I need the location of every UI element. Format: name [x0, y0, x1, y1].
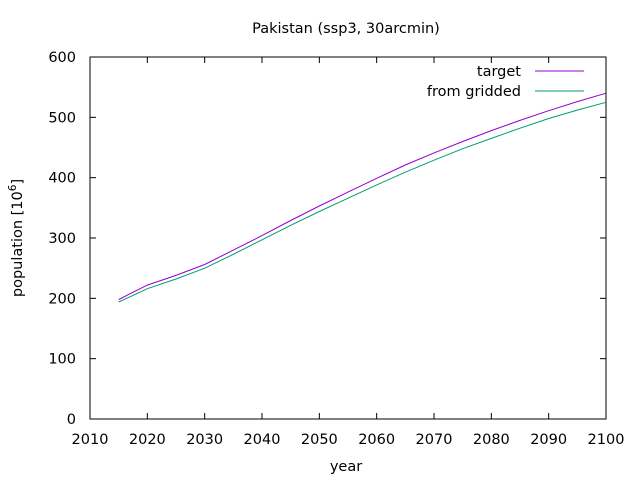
x-tick-label: 2010: [72, 432, 109, 448]
legend: target from gridded: [427, 64, 584, 100]
y-tick-label: 400: [48, 171, 76, 187]
series-line-target: [118, 92, 607, 300]
legend-label-from-gridded: from gridded: [427, 84, 521, 100]
y-tick-label: 0: [67, 412, 76, 428]
x-tick-label: 2100: [588, 432, 625, 448]
y-tick-label: 500: [48, 110, 76, 126]
y-tick-label: 300: [48, 231, 76, 247]
y-axis-label: population [106]: [7, 179, 26, 297]
y-tick-label: 200: [48, 291, 76, 307]
axis-ticks: 2010 2020 2030 2040 2050 2060 2070 2080 2090 2100…: [48, 50, 624, 448]
x-tick-label: 2070: [416, 432, 453, 448]
chart-title: Pakistan (ssp3, 30arcmin): [252, 21, 440, 37]
x-tick-label: 2090: [530, 432, 567, 448]
series-line-from-gridded: [118, 101, 607, 303]
y-axis-label-close: ]: [10, 179, 26, 185]
series-lines: [118, 92, 607, 303]
x-tick-label: 2080: [473, 432, 510, 448]
y-tick-label: 100: [48, 352, 76, 368]
x-tick-label: 2040: [244, 432, 281, 448]
y-tick-label: 600: [48, 50, 76, 66]
y-axis-label-exponent: 6: [7, 184, 19, 191]
plot-frame: [89, 56, 607, 420]
x-tick-label: 2060: [358, 432, 395, 448]
x-tick-label: 2020: [129, 432, 166, 448]
legend-label-target: target: [477, 64, 521, 80]
x-axis-label: year: [330, 459, 362, 475]
y-axis-label-main: population [10: [10, 191, 26, 297]
x-tick-label: 2050: [301, 432, 338, 448]
x-tick-label: 2030: [186, 432, 223, 448]
